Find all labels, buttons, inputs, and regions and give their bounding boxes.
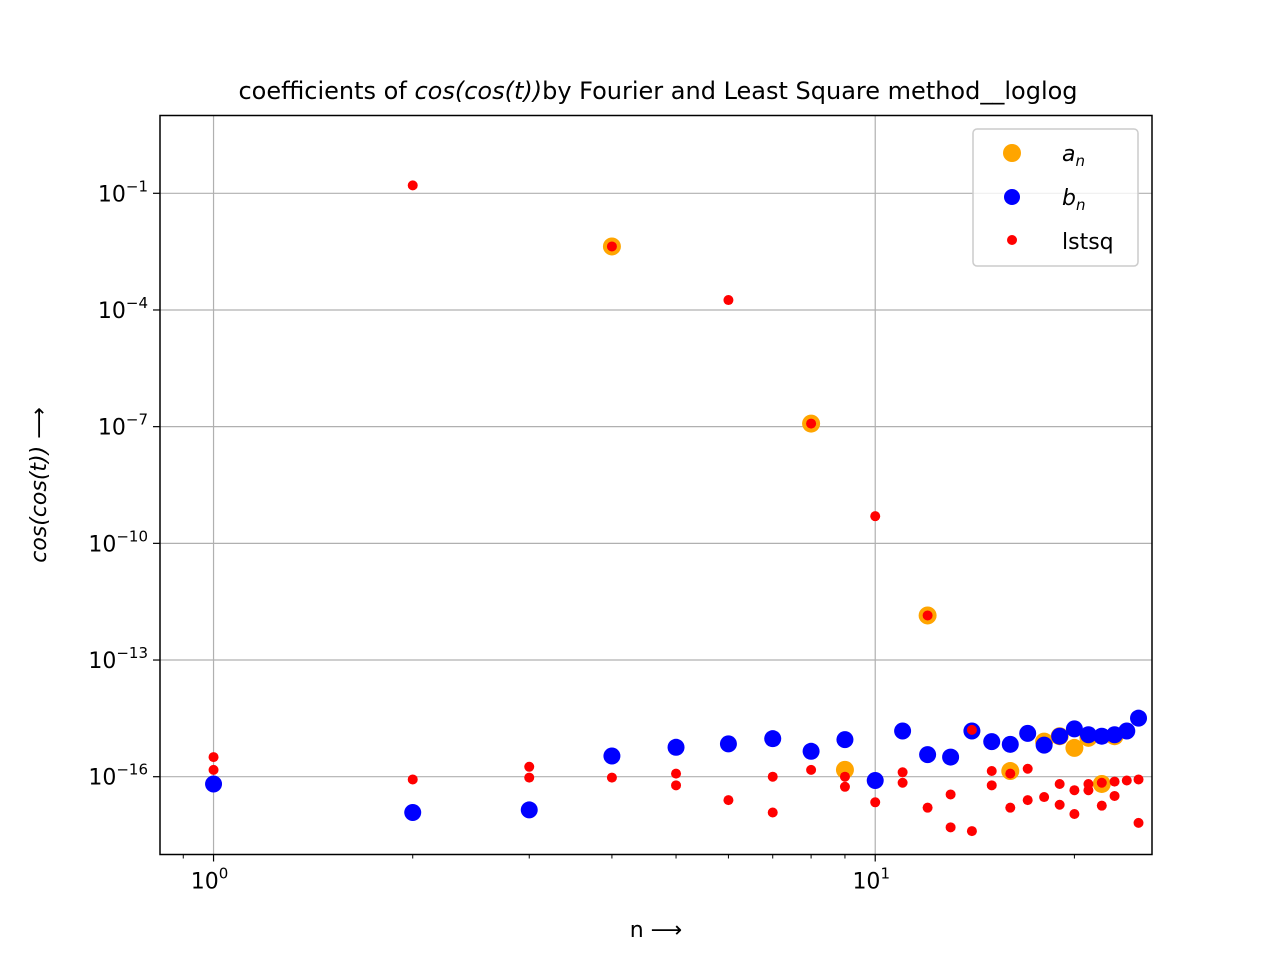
point-lstsq [966,826,977,837]
point-lstsq [1133,817,1144,828]
point-lstsq [723,795,734,806]
point-b-n [404,804,422,822]
point-lstsq [922,610,933,621]
point-b-n [836,731,854,749]
point-lstsq [606,772,617,783]
point-b-n [1001,735,1019,753]
point-lstsq [1005,802,1016,813]
x-tick-label: 101 [852,865,890,895]
y-tick-label: 10−4 [98,294,148,324]
point-lstsq [606,241,617,252]
point-lstsq [945,822,956,833]
point-lstsq [870,511,881,522]
legend: an bn lstsq [972,128,1139,267]
point-lstsq [407,180,418,191]
point-lstsq [1054,778,1065,789]
point-lstsq [524,761,535,772]
point-b-n [764,730,782,748]
point-b-n [1065,720,1083,738]
y-tick-label: 10−16 [88,761,148,791]
y-tick-label: 10−10 [88,527,148,557]
point-b-n [603,747,621,765]
point-b-n [866,771,884,789]
point-lstsq [524,772,535,783]
point-b-n [1118,722,1136,740]
point-b-n [983,733,1001,751]
y-tick-label: 10−13 [88,644,148,674]
point-lstsq [986,780,997,791]
legend-box [972,128,1139,267]
point-lstsq [723,295,734,306]
point-b-n [667,738,685,756]
point-lstsq [897,767,908,778]
point-a-n [835,760,854,779]
point-lstsq [1133,774,1144,785]
point-lstsq [922,802,933,813]
grid [160,115,1152,855]
legend-marker-a-n [1003,144,1021,162]
axis-ticks: 10−16 10−13 10−10 10−7 10−4 10−1 100 101 [88,177,1075,895]
point-lstsq [1083,785,1094,796]
axes-frame [159,114,1153,856]
point-lstsq [1005,768,1016,779]
point-lstsq [839,771,850,782]
point-b-n [520,801,538,819]
legend-label-a-n: an [1062,142,1085,170]
y-tick-label: 10−7 [98,411,148,441]
point-b-n [919,746,937,764]
point-lstsq [407,774,418,785]
point-lstsq [806,418,817,429]
y-axis-label: cos(cos(t)) ⟶ [27,407,52,563]
point-lstsq [1054,799,1065,810]
chart-title: coefficients of cos(cos(t))by Fourier an… [238,77,1077,105]
legend-label-lstsq: lstsq [1062,230,1114,255]
point-a-n [1065,738,1084,757]
legend-label-b-n: bn [1062,186,1085,214]
point-lstsq [208,764,219,775]
point-b-n [1093,727,1111,745]
point-b-n [1079,726,1097,744]
point-b-n [205,775,223,793]
data-markers [205,180,1148,837]
legend-marker-b-n [1004,189,1020,205]
point-lstsq [767,771,778,782]
point-lstsq [1109,776,1120,787]
point-lstsq [1069,785,1080,796]
point-lstsq [1069,808,1080,819]
point-lstsq [208,752,219,763]
point-lstsq [1022,795,1033,806]
point-lstsq [671,780,682,791]
point-b-n [894,722,912,740]
point-b-n [1035,736,1053,754]
point-lstsq [986,766,997,777]
x-tick-label: 100 [191,865,229,895]
legend-marker-lstsq [1007,235,1017,245]
point-lstsq [1121,775,1132,786]
point-b-n [1019,724,1037,742]
point-lstsq [806,764,817,775]
point-lstsq [1022,763,1033,774]
point-lstsq [839,781,850,792]
point-lstsq [1096,800,1107,811]
point-b-n [719,735,737,753]
point-lstsq [1096,777,1107,788]
x-axis-label: n ⟶ [630,918,682,943]
point-b-n [1130,709,1148,727]
point-lstsq [870,797,881,808]
point-lstsq [671,768,682,779]
point-lstsq [945,789,956,800]
y-tick-label: 10−1 [98,177,148,207]
point-b-n [942,748,960,766]
point-b-n [802,742,820,760]
point-lstsq [767,807,778,818]
point-lstsq [1109,790,1120,801]
point-b-n [1051,727,1069,745]
point-lstsq [966,724,977,735]
point-lstsq [897,777,908,788]
point-lstsq [1039,792,1050,803]
